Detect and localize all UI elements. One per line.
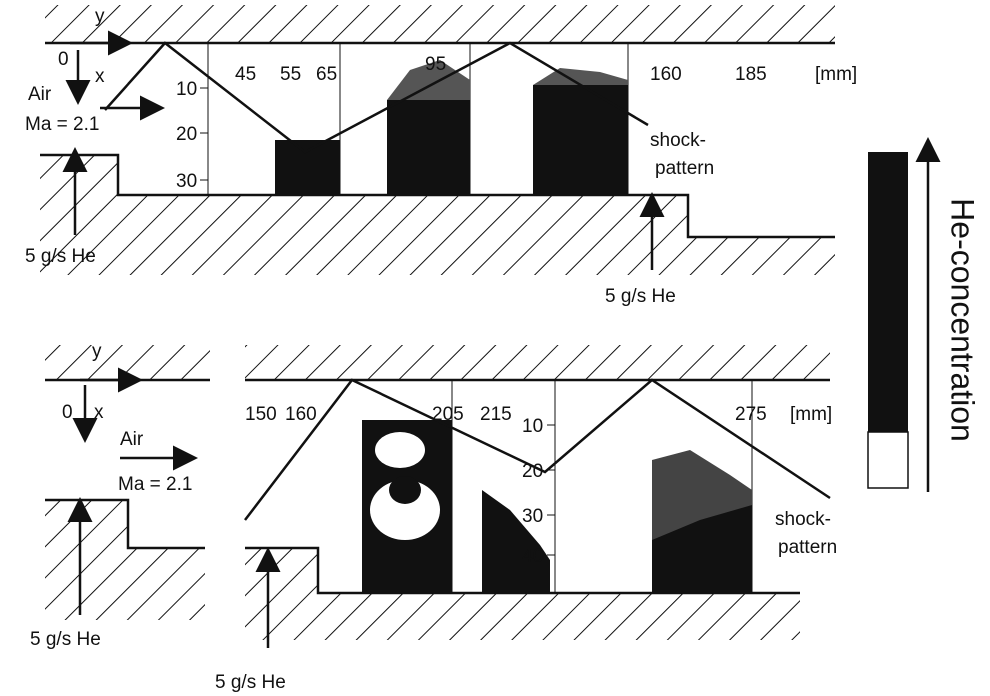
depth-label: 30 (522, 506, 543, 527)
axis-label: x (95, 66, 105, 87)
position-label: 160 (650, 64, 682, 85)
depth-label: 20 (176, 124, 197, 145)
image-grey (533, 68, 628, 85)
axis-label: x (94, 402, 104, 423)
depth-label: 10 (176, 79, 197, 100)
position-label: 205 (432, 404, 464, 425)
depth-label: 10 (522, 416, 543, 437)
position-label: 160 (285, 404, 317, 425)
position-label: 215 (480, 404, 512, 425)
image-dark (275, 140, 340, 195)
unit-label: [mm] (815, 64, 857, 85)
shock-label: shock- (775, 509, 831, 530)
wall-hatch (245, 345, 830, 380)
top-diagram: y 0 x Air Ma = 2.1 45 55 65 95 160 185 [… (25, 5, 857, 307)
shock-label: pattern (778, 537, 837, 558)
image-dark (533, 85, 628, 195)
origin-label: 0 (58, 49, 69, 70)
axis-label: y (92, 341, 102, 362)
mach-label: Ma = 2.1 (118, 474, 192, 495)
legend-light (868, 432, 908, 488)
position-label: 95 (425, 54, 446, 75)
legend: He-concentration (868, 142, 981, 492)
injection-label: 5 g/s He (30, 629, 101, 650)
depth-label: 40 (522, 546, 543, 567)
flow-label: Air (28, 84, 52, 105)
depth-label: 20 (522, 461, 543, 482)
position-label: 55 (280, 64, 301, 85)
axis-label: y (95, 6, 105, 27)
mach-label: Ma = 2.1 (25, 114, 99, 135)
image-light (375, 432, 425, 468)
image-dark (389, 476, 421, 504)
wall-hatch (45, 5, 835, 43)
shock-label: pattern (655, 158, 714, 179)
unit-label: [mm] (790, 404, 832, 425)
shock-label: shock- (650, 130, 706, 151)
bottom-diagram: y 0 x Air Ma = 2.1 150 160 205 215 275 [… (30, 341, 837, 693)
image-dark (387, 100, 470, 195)
injection-label: 5 g/s He (215, 672, 286, 693)
position-label: 45 (235, 64, 256, 85)
injection-label: 5 g/s He (25, 246, 96, 267)
origin-label: 0 (62, 402, 73, 423)
injection-label: 5 g/s He (605, 286, 676, 307)
depth-label: 30 (176, 171, 197, 192)
wall-hatch (45, 500, 205, 620)
position-label: 150 (245, 404, 277, 425)
position-label: 65 (316, 64, 337, 85)
figure: y 0 x Air Ma = 2.1 45 55 65 95 160 185 [… (0, 0, 990, 696)
position-label: 185 (735, 64, 767, 85)
wall-hatch (45, 345, 210, 380)
legend-label: He-concentration (945, 198, 981, 442)
legend-dark (868, 152, 908, 432)
position-label: 275 (735, 404, 767, 425)
flow-label: Air (120, 429, 144, 450)
